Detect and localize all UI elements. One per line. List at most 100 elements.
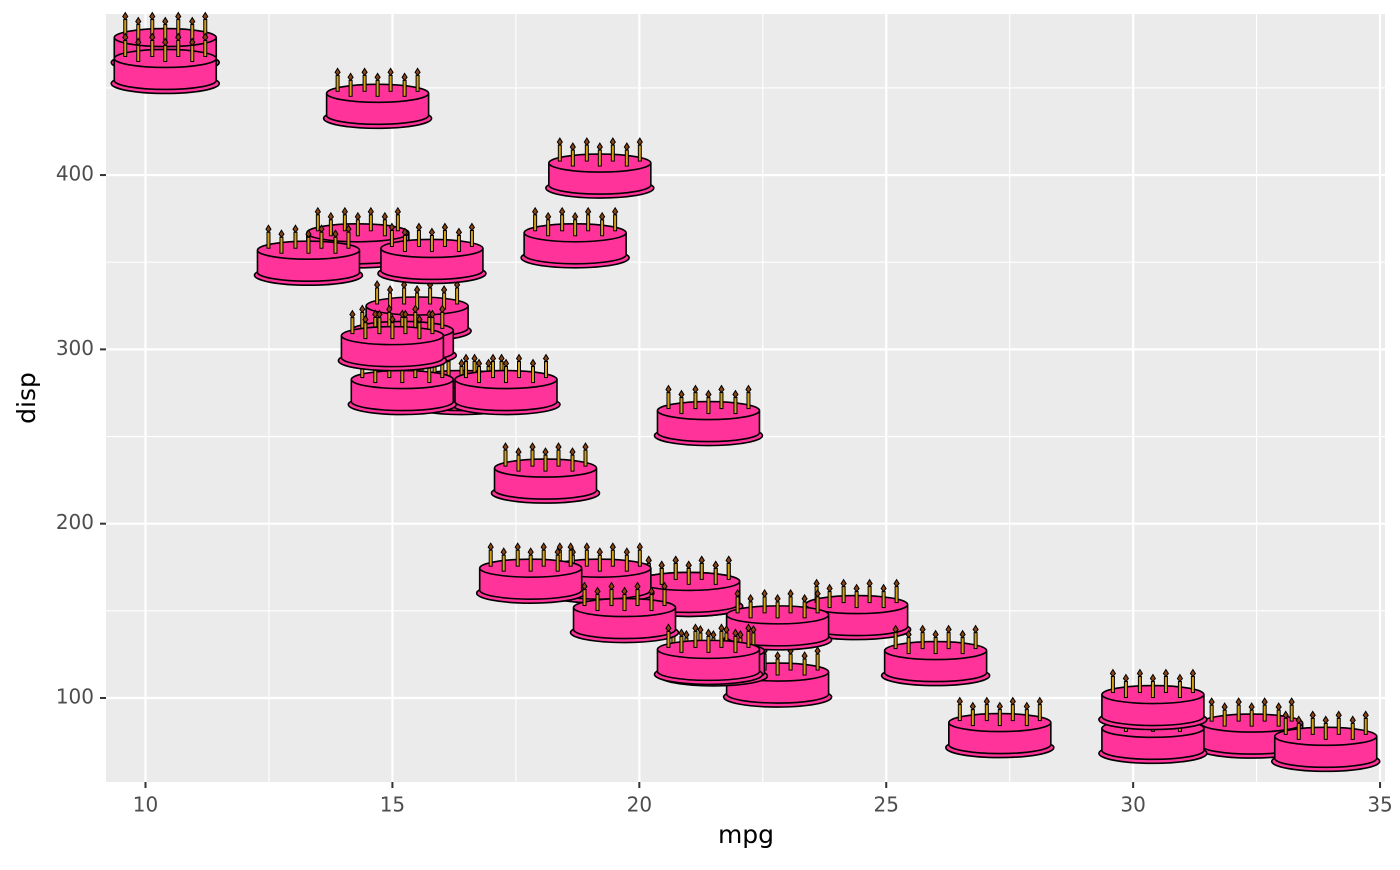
candle-flame: [471, 353, 478, 363]
candle-flame: [801, 593, 808, 603]
candle: [960, 637, 965, 655]
candle: [841, 586, 846, 604]
candle-flame: [745, 384, 752, 394]
candle-flame: [636, 542, 643, 551]
candle-flame: [162, 37, 169, 47]
y-tick-label: 300: [56, 336, 94, 360]
candle: [476, 366, 481, 384]
cake-point: [1098, 668, 1208, 731]
candle: [748, 601, 753, 619]
candle: [713, 567, 718, 585]
candle-flame: [956, 696, 963, 706]
candle-flame: [468, 222, 476, 232]
candle-flame: [202, 32, 209, 42]
candle: [427, 366, 432, 384]
candle: [706, 397, 711, 415]
candle: [584, 549, 589, 567]
cake-point: [322, 67, 433, 130]
candle-flame: [892, 624, 899, 634]
candle-flame: [542, 447, 549, 456]
candle-flame: [1248, 702, 1255, 711]
x-tick-label: 25: [874, 793, 899, 817]
candle: [557, 144, 562, 162]
candle-flame: [1122, 673, 1130, 683]
candle-flame: [665, 623, 672, 633]
y-axis-title: disp: [12, 372, 41, 424]
candle-flame: [1149, 673, 1157, 683]
x-tick-label: 15: [380, 793, 405, 817]
candle: [335, 74, 340, 92]
candle-flame: [866, 578, 873, 588]
candle: [746, 392, 751, 410]
candle: [348, 79, 353, 97]
candle-flame: [416, 314, 423, 324]
candle-flame: [698, 555, 705, 565]
candle: [706, 635, 711, 653]
candle: [679, 397, 684, 415]
candle-flame: [678, 628, 685, 638]
candle-flame: [500, 547, 507, 556]
candle-flame: [672, 555, 679, 565]
candle-flame: [475, 358, 483, 368]
candle-flame: [919, 624, 926, 634]
candle: [573, 219, 578, 237]
candle-flame: [1221, 702, 1228, 711]
cake-point: [520, 206, 630, 269]
candle-flame: [623, 547, 630, 556]
candle-flame: [498, 353, 505, 363]
candle: [515, 549, 520, 567]
candle: [469, 229, 474, 247]
candle-flame: [737, 630, 744, 639]
candle: [788, 653, 793, 671]
candle-flame: [1176, 673, 1184, 683]
candle-flame: [596, 142, 603, 151]
candle: [583, 449, 588, 467]
candle-flame: [489, 353, 497, 363]
candle: [1283, 717, 1288, 735]
candle-flame: [1309, 710, 1316, 720]
candle: [957, 704, 962, 722]
candle: [893, 632, 898, 650]
candle: [1123, 681, 1128, 699]
candle-flame: [402, 309, 409, 319]
candle-flame: [750, 625, 757, 634]
candle: [533, 214, 538, 232]
candle-flame: [1235, 697, 1242, 706]
candle-flame: [532, 206, 539, 216]
candle: [679, 635, 684, 653]
candle-flame: [412, 304, 419, 314]
candle-flame: [983, 696, 990, 706]
candle-flame: [1023, 701, 1030, 711]
candle: [649, 594, 654, 612]
candle-flame: [373, 280, 381, 289]
candle: [350, 317, 355, 335]
candle: [1236, 704, 1241, 722]
candle-flame: [569, 447, 576, 456]
candle: [388, 74, 393, 92]
candle: [555, 554, 560, 572]
candle-flame: [801, 651, 808, 660]
candle-flame: [458, 358, 465, 368]
candle-flame: [692, 623, 699, 633]
candle-flame: [840, 578, 847, 588]
candle-flame: [515, 447, 522, 456]
candle: [402, 287, 407, 305]
candle: [293, 231, 298, 249]
candle: [1037, 704, 1042, 722]
candle-flame: [175, 11, 182, 21]
candle-flame: [585, 206, 592, 216]
candle-flame: [905, 629, 912, 639]
candle: [203, 39, 208, 57]
candle-flame: [386, 304, 393, 314]
cake-point: [545, 137, 655, 199]
candle: [503, 449, 508, 467]
candle-flame: [327, 211, 334, 221]
candle-flame: [440, 285, 448, 294]
candle: [973, 632, 978, 650]
candle-flame: [582, 442, 589, 451]
cake-point: [569, 581, 680, 644]
candle-flame: [813, 578, 820, 588]
candle: [610, 549, 615, 567]
candle: [528, 554, 533, 572]
